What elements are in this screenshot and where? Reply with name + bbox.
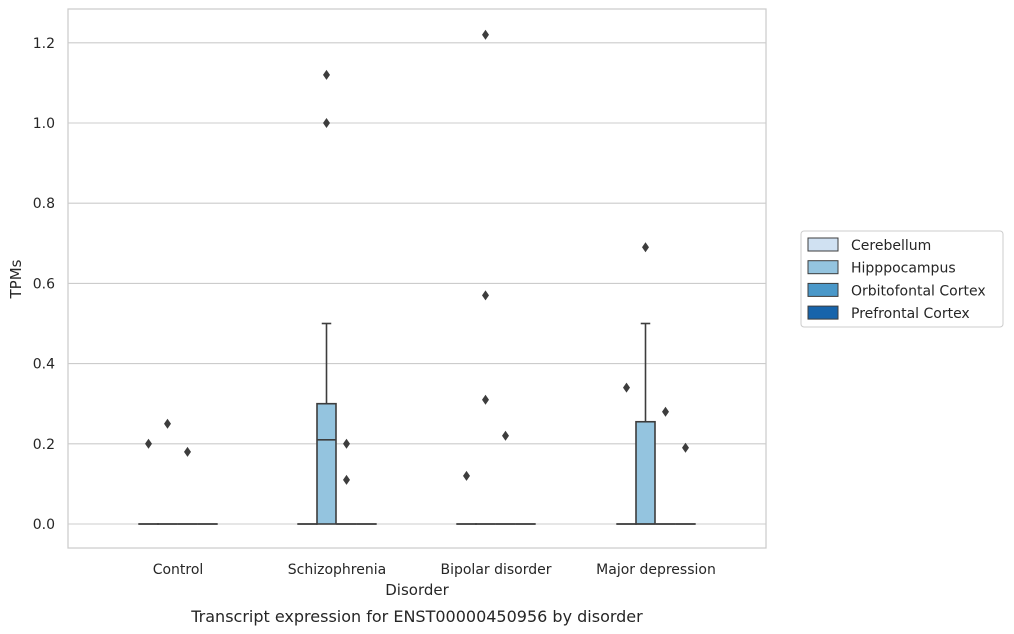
legend-label: Cerebellum [851, 238, 931, 254]
outlier-point [145, 438, 152, 449]
legend-swatch [807, 305, 839, 320]
box-2 [635, 322, 656, 525]
box-body [635, 420, 656, 525]
outliers [145, 29, 689, 485]
legend-label: Orbitofontal Cortex [851, 283, 986, 299]
box-body [316, 402, 337, 525]
outlier-point [323, 118, 330, 128]
y-tick-label: 1.2 [33, 36, 55, 52]
y-tick-label: 0.0 [33, 517, 55, 533]
y-axis-ticks: 0.0 0.2 0.4 0.6 0.8 1.0 1.2 [33, 36, 55, 533]
legend-swatch [807, 260, 839, 275]
y-tick-label: 0.2 [33, 437, 55, 453]
plot-area-frame [67, 8, 767, 549]
y-tick-label: 1.0 [33, 116, 55, 132]
legend-swatch [807, 282, 839, 297]
outlier-point [343, 474, 350, 485]
outlier-point [482, 29, 489, 40]
x-axis-ticks: Control Schizophrenia Bipolar disorder Majo… [153, 562, 716, 578]
outlier-point [642, 242, 649, 253]
y-tick-label: 0.8 [33, 196, 55, 212]
x-tick-label: Control [153, 562, 204, 578]
boxes [138, 322, 696, 525]
outlier-point [323, 69, 330, 80]
legend-entries: Cerebellum Hipppocampus Orbitofontal Corte… [807, 237, 986, 322]
legend-swatch [807, 237, 839, 252]
outlier-point [662, 406, 669, 417]
y-tick-label: 0.4 [33, 357, 55, 373]
outlier-point [482, 394, 489, 405]
gridlines [68, 42, 766, 525]
outlier-point [343, 438, 350, 449]
legend: Cerebellum Hipppocampus Orbitofontal Corte… [800, 230, 1004, 328]
outlier-point [463, 470, 470, 481]
x-axis-label: Disorder [385, 581, 449, 599]
outlier-point [502, 430, 509, 441]
outlier-point [482, 290, 489, 301]
y-tick-label: 0.6 [33, 276, 55, 292]
x-tick-label: Bipolar disorder [440, 562, 551, 578]
outlier-point [184, 446, 191, 457]
outlier-point [164, 418, 171, 429]
box-2 [316, 322, 337, 525]
legend-label: Prefrontal Cortex [851, 306, 970, 322]
legend-label: Hipppocampus [851, 261, 956, 277]
y-axis-label: TPMs [7, 259, 25, 299]
chart-caption: Transcript expression for ENST0000045095… [190, 607, 643, 626]
x-tick-label: Schizophrenia [288, 562, 386, 578]
legend-frame [800, 230, 1004, 328]
outlier-point [623, 382, 630, 393]
x-tick-label: Major depression [596, 562, 716, 578]
outlier-point [682, 442, 689, 453]
